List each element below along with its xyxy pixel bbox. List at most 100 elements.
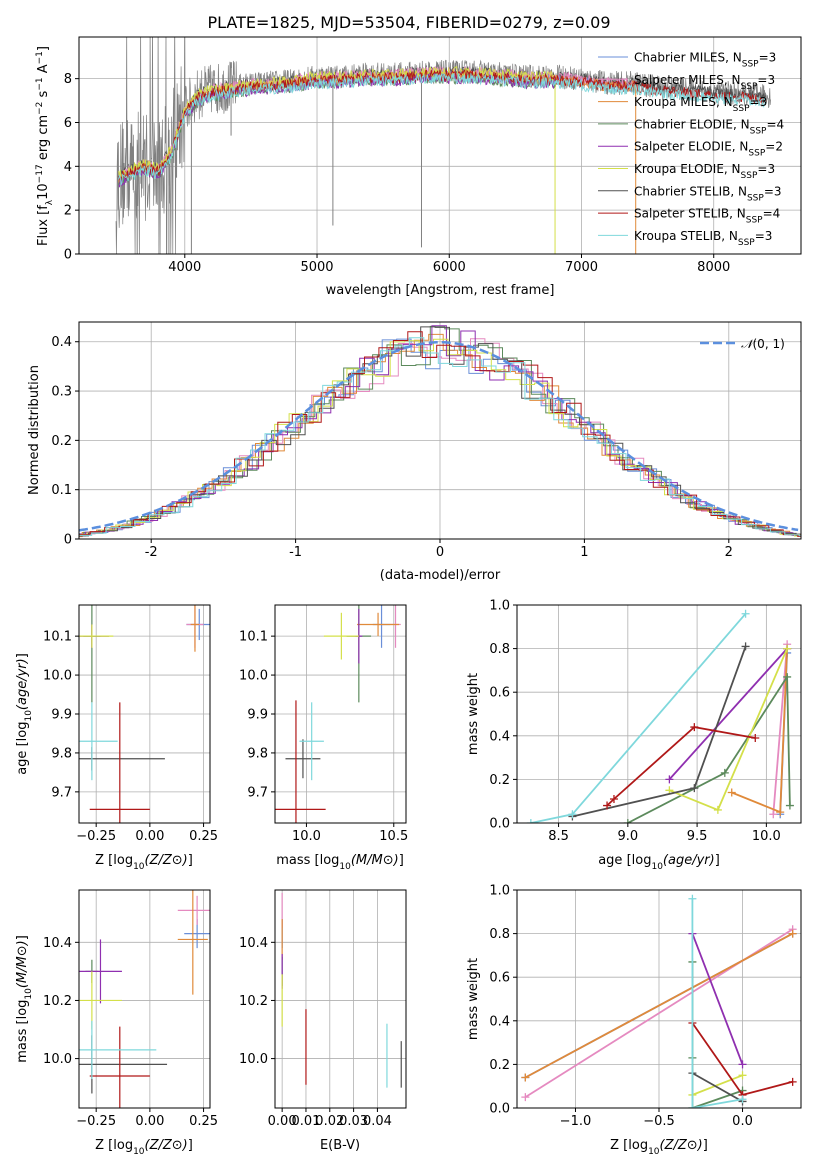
y-tick-label: 0 [64, 248, 72, 263]
y-tick-label: 9.8 [51, 746, 72, 761]
x-tick-label: −0.25 [76, 829, 116, 844]
y-tick-label: 10.1 [239, 630, 268, 645]
weight-marker [742, 642, 750, 650]
x-tick-label: 0.04 [363, 1114, 392, 1129]
weight-line [531, 614, 746, 823]
y-tick-label: 10.4 [239, 936, 268, 951]
y-tick-label: 10.0 [43, 1052, 72, 1067]
x-tick-label: 8.5 [548, 829, 569, 844]
x-tick-label: 0.00 [135, 1114, 164, 1129]
weight-marker [739, 1071, 747, 1079]
y-tick-label: 9.9 [51, 708, 72, 723]
x-tick-label: 2 [725, 545, 733, 560]
legend-label: Salpeter ELODIE, NSSP=2 [634, 140, 783, 159]
weight-marker [786, 802, 794, 810]
axes-frame [79, 890, 210, 1108]
x-tick-label: 10.0 [292, 829, 321, 844]
y-tick-label: 1.0 [489, 884, 510, 899]
legend-label: Chabrier MILES, NSSP=3 [634, 51, 776, 70]
y-tick-label: 0.2 [51, 434, 72, 449]
y-tick-label: 9.7 [51, 785, 72, 800]
y-tick-label: 0.4 [489, 1014, 510, 1029]
x-tick-label: 9.0 [617, 829, 638, 844]
weight-line [732, 649, 787, 813]
x-axis-label: mass [log10(M/M⊙)] [276, 853, 404, 872]
y-tick-label: 10.0 [239, 1052, 268, 1067]
y-tick-label: 0.6 [489, 686, 510, 701]
y-tick-label: 0.6 [489, 971, 510, 986]
x-axis-label: Z [log10(Z/Z⊙)] [610, 1138, 708, 1157]
x-axis-label: wavelength [Angstrom, rest frame] [326, 283, 555, 298]
y-tick-label: 10.2 [239, 994, 268, 1009]
y-tick-label: 2 [64, 204, 72, 219]
x-tick-label: −0.5 [643, 1114, 675, 1129]
legend-label: Kroupa ELODIE, NSSP=3 [634, 162, 775, 181]
y-tick-label: 9.9 [247, 708, 268, 723]
y-axis-label: Flux [fλ10−17 erg cm−2 s−1 A−1] [35, 46, 55, 246]
x-tick-label: 0 [436, 545, 444, 560]
y-tick-label: 9.8 [247, 746, 268, 761]
weight-line [692, 934, 742, 1065]
x-tick-label: 5000 [300, 260, 333, 275]
y-tick-label: 0.2 [489, 1058, 510, 1073]
x-tick-label: -2 [145, 545, 158, 560]
x-tick-label: -1 [289, 545, 302, 560]
x-axis-label: Z [log10(Z/Z⊙)] [95, 853, 193, 872]
x-tick-label: 10.0 [752, 829, 781, 844]
legend-label: Salpeter STELIB, NSSP=4 [634, 207, 780, 226]
legend-label: 𝒩(0, 1) [741, 337, 785, 351]
y-tick-label: 10.2 [43, 994, 72, 1009]
y-tick-label: 10.4 [43, 936, 72, 951]
x-tick-label: −1.0 [560, 1114, 592, 1129]
y-tick-label: 0 [64, 533, 72, 548]
weight-marker [769, 810, 777, 818]
x-tick-label: 0.25 [189, 829, 218, 844]
y-tick-label: 0.0 [489, 817, 510, 832]
weight-line [669, 649, 787, 810]
y-tick-label: 0.4 [51, 335, 72, 350]
chart-title: PLATE=1825, MJD=53504, FIBERID=0279, z=0… [207, 13, 610, 32]
x-tick-label: 8000 [697, 260, 730, 275]
y-tick-label: 0.4 [489, 729, 510, 744]
weight-marker [521, 1093, 529, 1101]
x-tick-label: 7000 [565, 260, 598, 275]
weight-marker [789, 1078, 797, 1086]
weight-marker [688, 895, 696, 903]
y-tick-label: 0.8 [489, 927, 510, 942]
x-axis-label: E(B-V) [320, 1138, 360, 1153]
y-tick-label: 0.8 [489, 642, 510, 657]
y-axis-label: mass [log10(M/M⊙)] [15, 935, 34, 1063]
legend: 𝒩(0, 1) [700, 337, 785, 351]
x-tick-label: 6000 [433, 260, 466, 275]
y-axis-label: Normed distribution [27, 365, 42, 495]
x-tick-label: 0.00 [135, 829, 164, 844]
y-tick-label: 6 [64, 116, 72, 131]
y-tick-label: 10.1 [43, 630, 72, 645]
plot-area [527, 610, 794, 827]
y-tick-label: 10.0 [239, 669, 268, 684]
legend-label: Chabrier STELIB, NSSP=3 [634, 184, 782, 203]
x-axis-label: age [log10(age/yr)] [598, 853, 720, 872]
y-axis-label: mass weight [466, 958, 481, 1040]
x-tick-label: 0.0 [732, 1114, 753, 1129]
x-tick-label: 4000 [168, 260, 201, 275]
y-axis-label: age [log10(age/yr)] [15, 653, 34, 775]
y-tick-label: 8 [64, 72, 72, 87]
weight-marker [739, 1060, 747, 1068]
y-tick-label: 0.1 [51, 483, 72, 498]
y-tick-label: 9.7 [247, 785, 268, 800]
weight-marker [521, 1073, 529, 1081]
y-axis-label: mass weight [466, 673, 481, 755]
x-axis-label: (data-model)/error [380, 568, 501, 583]
weight-marker [751, 734, 759, 742]
y-tick-label: 1.0 [489, 599, 510, 614]
model-line [119, 70, 636, 182]
plot-area [65, 326, 819, 538]
